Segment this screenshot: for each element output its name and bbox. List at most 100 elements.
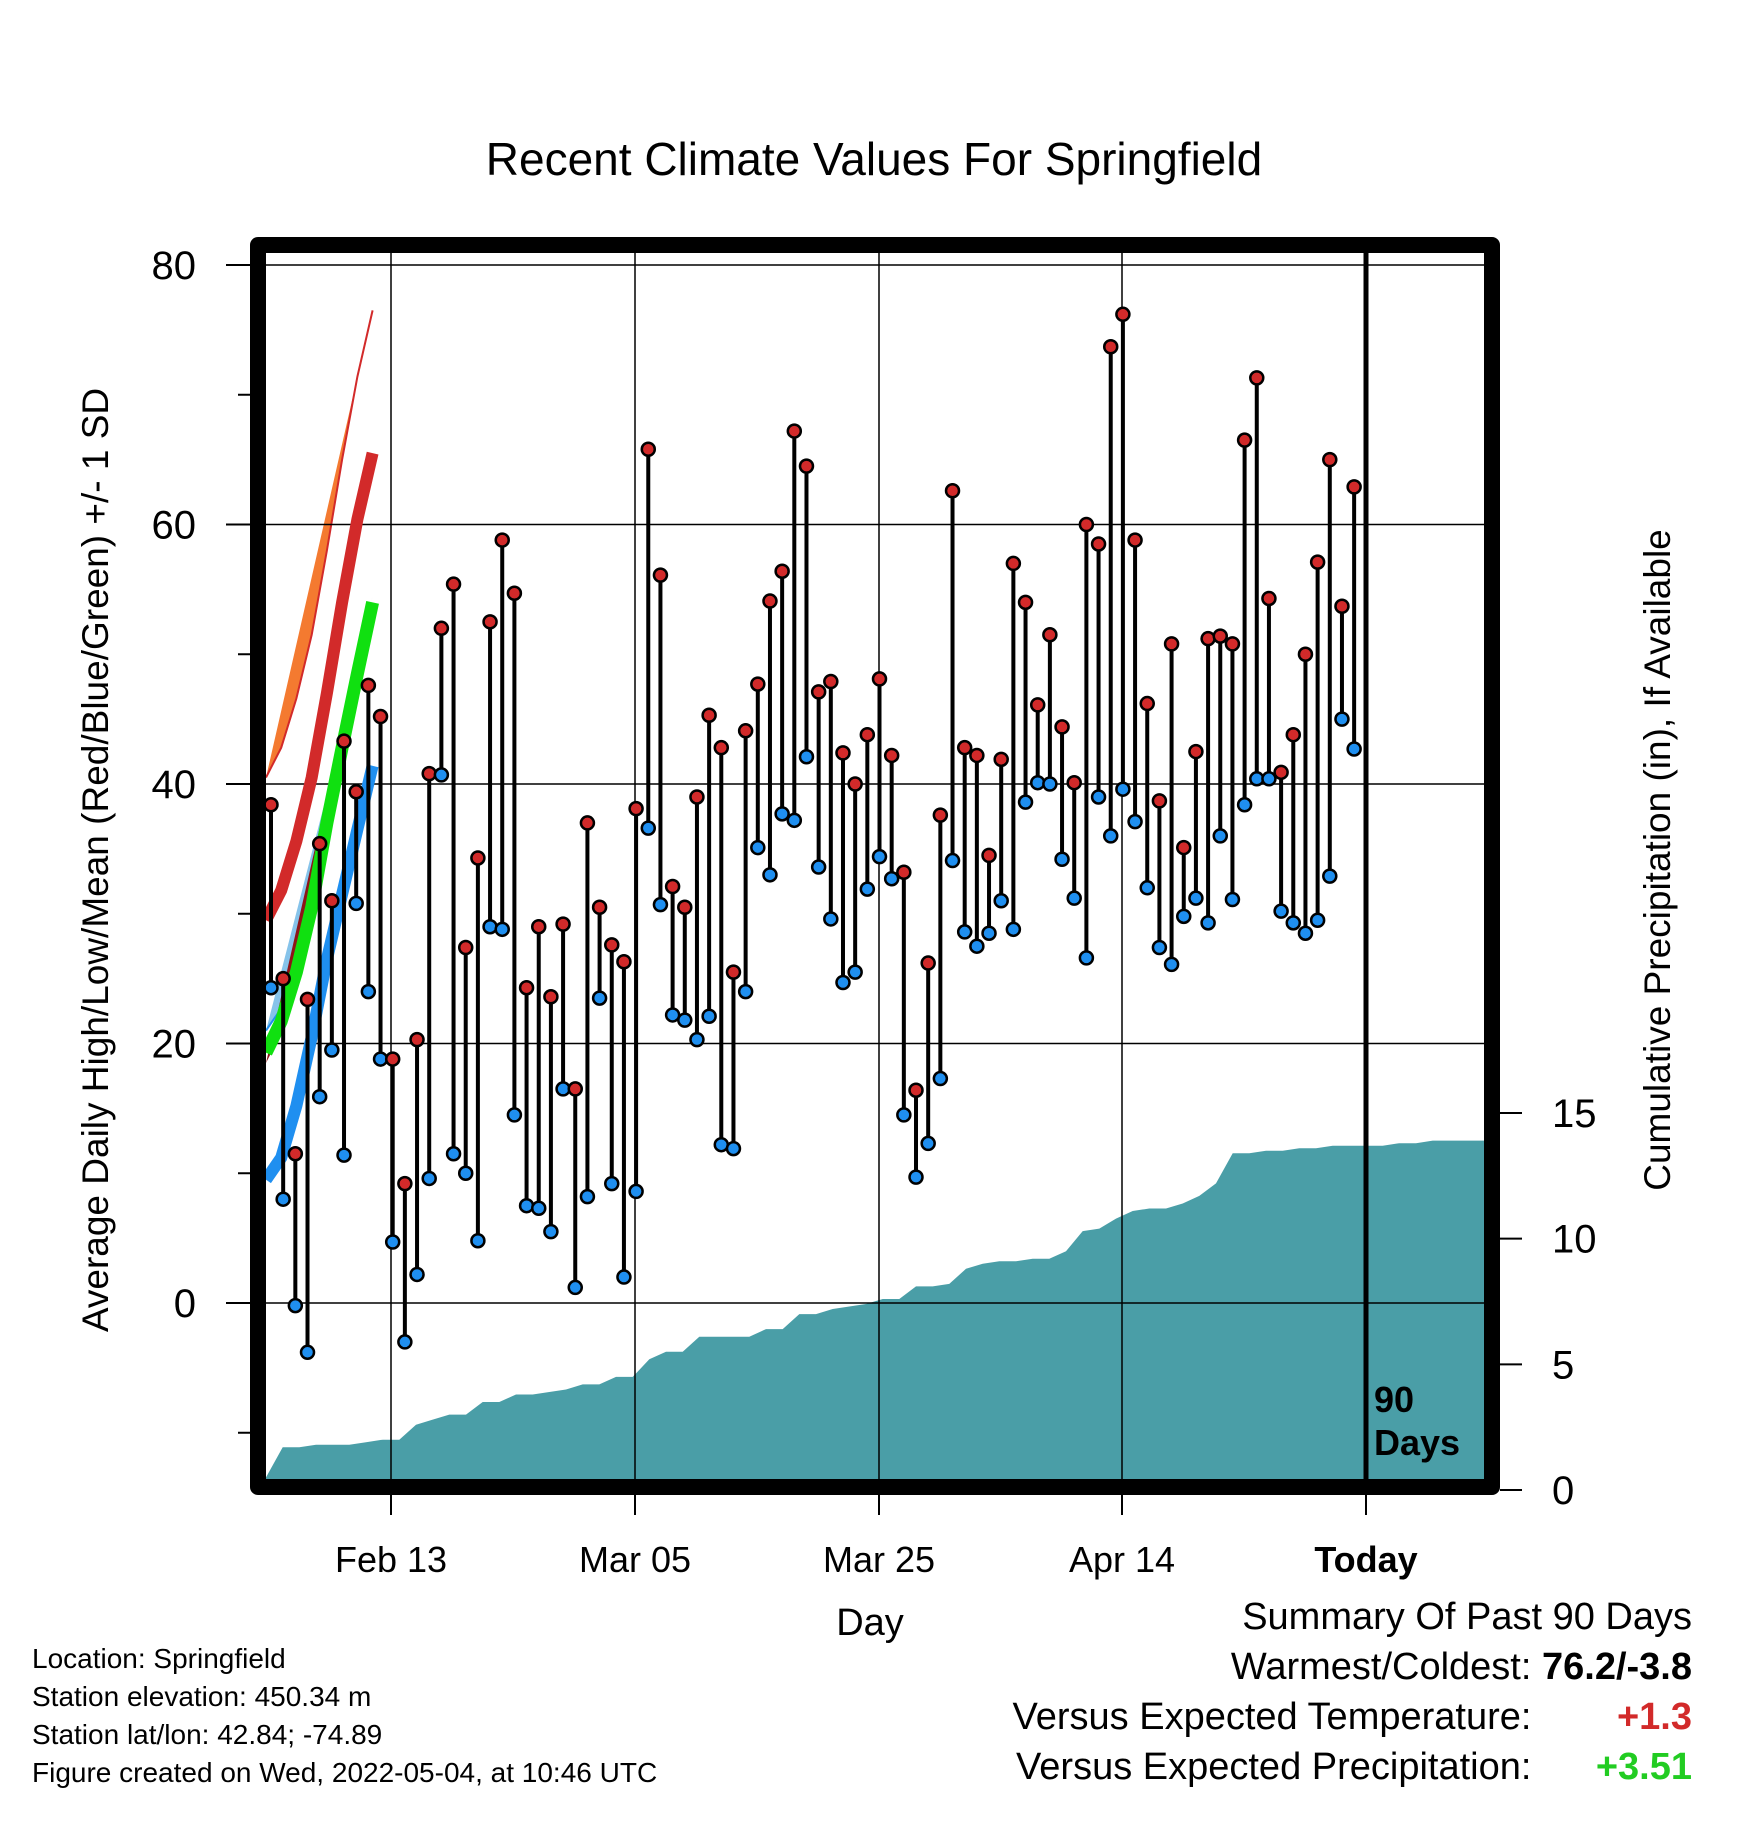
daily-low-point bbox=[567, 1279, 583, 1296]
daily-high-point bbox=[397, 1175, 413, 1192]
daily-low-point bbox=[628, 1183, 644, 1200]
daily-low-point bbox=[1297, 925, 1314, 941]
daily-high-point bbox=[433, 620, 450, 637]
daily-low-point bbox=[1151, 939, 1168, 956]
daily-low-point bbox=[470, 1232, 486, 1249]
daily-low-point bbox=[1200, 915, 1216, 931]
daily-high-point bbox=[1297, 646, 1314, 662]
daily-high-point bbox=[1115, 306, 1131, 323]
daily-low-point bbox=[701, 1008, 717, 1025]
daily-high-point bbox=[920, 955, 936, 971]
daily-low-point bbox=[1224, 891, 1241, 908]
daily-low-point bbox=[798, 749, 815, 765]
daily-low-point bbox=[616, 1269, 632, 1285]
daily-high-point bbox=[1102, 338, 1119, 355]
daily-high-point bbox=[1090, 536, 1107, 552]
station-location: Location: Springfield bbox=[32, 1643, 286, 1674]
daily-low-point bbox=[530, 1200, 547, 1217]
daily-low-point bbox=[1309, 912, 1326, 928]
daily-high-point bbox=[567, 1081, 583, 1097]
daily-low-point bbox=[1285, 915, 1302, 931]
daily-high-point bbox=[470, 850, 486, 866]
daily-high-point bbox=[701, 707, 717, 723]
daily-low-point bbox=[847, 964, 863, 980]
today-label-days-word: Days bbox=[1374, 1422, 1460, 1463]
x-tick-label: Mar 05 bbox=[579, 1539, 691, 1580]
daily-low-point bbox=[384, 1234, 401, 1250]
daily-low-point bbox=[1176, 908, 1192, 925]
daily-low-point bbox=[993, 893, 1009, 909]
daily-high-point bbox=[689, 789, 705, 805]
daily-high-point bbox=[1309, 554, 1326, 570]
y2-tick-label: 10 bbox=[1552, 1218, 1597, 1262]
daily-high-point bbox=[1066, 774, 1082, 791]
daily-high-point bbox=[762, 593, 778, 609]
temperature-label: Versus Expected Temperature: bbox=[1012, 1696, 1532, 1738]
daily-high-point bbox=[774, 563, 790, 579]
daily-low-point bbox=[348, 895, 364, 912]
daily-low-point bbox=[932, 1070, 949, 1087]
y2-tick-label: 15 bbox=[1552, 1092, 1597, 1136]
daily-low-point bbox=[883, 870, 900, 887]
y-tick-label: 0 bbox=[174, 1282, 196, 1326]
daily-low-point bbox=[1054, 851, 1070, 868]
daily-high-point bbox=[652, 567, 669, 583]
daily-low-point bbox=[397, 1334, 413, 1350]
daily-low-point bbox=[677, 1012, 693, 1028]
daily-high-point bbox=[859, 726, 876, 743]
daily-high-point bbox=[969, 747, 985, 764]
daily-low-point bbox=[579, 1188, 596, 1205]
daily-high-point bbox=[847, 776, 863, 792]
daily-low-point bbox=[494, 921, 510, 938]
daily-high-point bbox=[506, 585, 523, 602]
daily-low-point bbox=[810, 859, 827, 875]
daily-high-point bbox=[287, 1146, 304, 1162]
daily-low-point bbox=[981, 925, 997, 941]
daily-low-point bbox=[750, 839, 766, 856]
warmest-coldest-value: 76.2/-3.8 bbox=[1542, 1646, 1692, 1688]
daily-low-point bbox=[275, 1191, 291, 1207]
daily-low-point bbox=[445, 1146, 462, 1162]
daily-low-point bbox=[1236, 797, 1253, 813]
daily-high-point bbox=[640, 441, 657, 457]
daily-low-point bbox=[299, 1344, 316, 1361]
y-tick-label: 80 bbox=[152, 244, 197, 288]
daily-low-point bbox=[859, 881, 876, 897]
daily-low-point bbox=[543, 1223, 559, 1240]
daily-low-point bbox=[591, 990, 608, 1006]
y-tick-label: 20 bbox=[152, 1023, 197, 1067]
daily-high-point bbox=[993, 751, 1009, 768]
daily-high-point bbox=[835, 745, 851, 761]
daily-high-point bbox=[750, 676, 766, 692]
daily-low-point bbox=[433, 767, 450, 783]
warmest-coldest-label: Warmest/Coldest: bbox=[1230, 1646, 1532, 1688]
daily-low-point bbox=[652, 896, 669, 913]
daily-low-point bbox=[311, 1088, 328, 1105]
daily-high-point bbox=[266, 797, 279, 813]
daily-high-point bbox=[1078, 516, 1095, 533]
daily-high-point bbox=[324, 893, 340, 909]
daily-high-point bbox=[360, 677, 377, 694]
daily-low-point bbox=[640, 820, 657, 836]
daily-high-point bbox=[823, 673, 839, 690]
station-elevation: Station elevation: 450.34 m bbox=[32, 1681, 372, 1712]
daily-high-point bbox=[616, 954, 632, 970]
daily-low-point bbox=[920, 1135, 936, 1152]
daily-high-point bbox=[1017, 594, 1034, 611]
daily-low-point bbox=[725, 1140, 742, 1157]
daily-high-point bbox=[1200, 630, 1216, 647]
daily-high-point bbox=[1042, 627, 1058, 643]
daily-low-point bbox=[1334, 711, 1350, 727]
summary-panel: Summary Of Past 90 Days Warmest/Coldest:… bbox=[792, 1592, 1692, 1792]
daily-high-point bbox=[908, 1082, 924, 1098]
summary-title: Summary Of Past 90 Days bbox=[1242, 1596, 1692, 1638]
y-axis-right: 0 5 10 15 bbox=[1500, 1092, 1597, 1513]
daily-low-point bbox=[1163, 956, 1180, 973]
daily-high-point bbox=[786, 423, 803, 439]
figure-created: Figure created on Wed, 2022-05-04, at 10… bbox=[32, 1757, 658, 1788]
daily-high-point bbox=[1322, 451, 1338, 468]
daily-low-point bbox=[762, 867, 778, 883]
daily-high-point bbox=[883, 747, 900, 764]
daily-low-point bbox=[1078, 950, 1095, 966]
daily-low-point bbox=[1273, 903, 1289, 919]
